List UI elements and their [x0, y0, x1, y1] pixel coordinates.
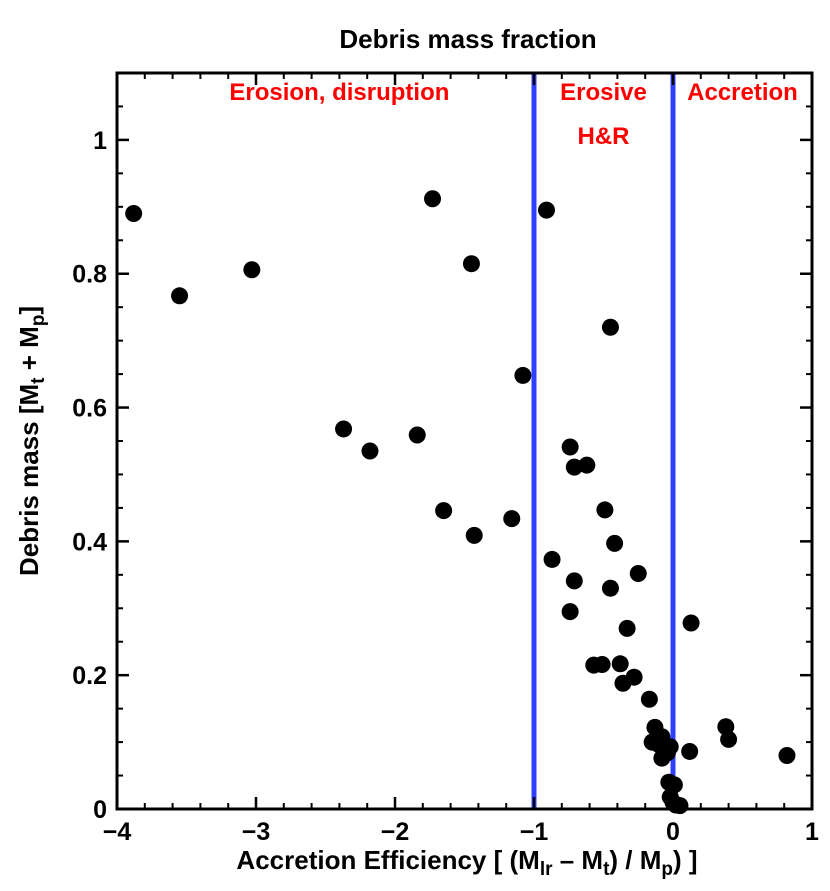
- x-tick-label: −1: [520, 818, 549, 846]
- data-point: [465, 526, 483, 544]
- data-point: [629, 564, 647, 582]
- x-tick-label: −2: [381, 818, 410, 846]
- region-label: Erosion, disruption: [229, 79, 449, 106]
- x-tick-label: −4: [103, 818, 132, 846]
- data-point: [717, 718, 735, 736]
- data-point: [661, 738, 679, 756]
- data-point: [625, 668, 643, 686]
- data-point: [682, 614, 700, 632]
- data-point: [335, 420, 353, 438]
- data-point: [503, 510, 521, 528]
- data-point: [361, 442, 379, 460]
- data-point: [514, 366, 532, 384]
- data-point: [720, 730, 738, 748]
- data-point: [243, 261, 261, 279]
- y-tick-label: 0.2: [72, 662, 107, 690]
- y-tick-label: 0.8: [72, 261, 107, 289]
- plot-frame: [115, 71, 814, 811]
- data-point: [561, 603, 579, 621]
- x-axis-label: Accretion Efficiency [ (Mlr – Mt) / Mp) …: [236, 845, 697, 880]
- data-point: [565, 572, 583, 590]
- region-label: H&R: [578, 123, 630, 150]
- chart-title: Debris mass fraction: [339, 24, 596, 54]
- data-point: [601, 579, 619, 597]
- y-tick-label: 0.4: [72, 528, 107, 556]
- region-label: Erosive: [560, 79, 647, 106]
- x-tick-label: −3: [242, 818, 271, 846]
- data-point: [171, 287, 189, 305]
- y-tick-label: 1: [93, 127, 107, 155]
- x-tick-label: 1: [805, 818, 819, 846]
- x-tick-label: 0: [666, 818, 680, 846]
- data-point: [578, 456, 596, 474]
- data-point: [593, 655, 611, 673]
- data-point: [611, 655, 629, 673]
- data-point: [435, 502, 453, 520]
- y-tick-label: 0: [93, 796, 107, 824]
- data-point: [408, 426, 426, 444]
- data-point: [681, 742, 699, 760]
- data-point: [561, 438, 579, 456]
- region-label: Accretion: [687, 79, 798, 106]
- data-point: [424, 190, 442, 208]
- data-point: [125, 205, 143, 223]
- data-point: [596, 501, 614, 519]
- data-point: [538, 201, 556, 219]
- y-tick-label: 0.6: [72, 395, 107, 423]
- data-point: [606, 534, 624, 552]
- data-point: [618, 619, 636, 637]
- data-point: [565, 458, 583, 476]
- data-point: [665, 776, 683, 794]
- data-point: [601, 318, 619, 336]
- data-point: [462, 255, 480, 273]
- y-axis-label: Debris mass [Mt + Mp]: [14, 306, 49, 576]
- data-point: [543, 550, 561, 568]
- data-point: [778, 746, 796, 764]
- data-point: [640, 690, 658, 708]
